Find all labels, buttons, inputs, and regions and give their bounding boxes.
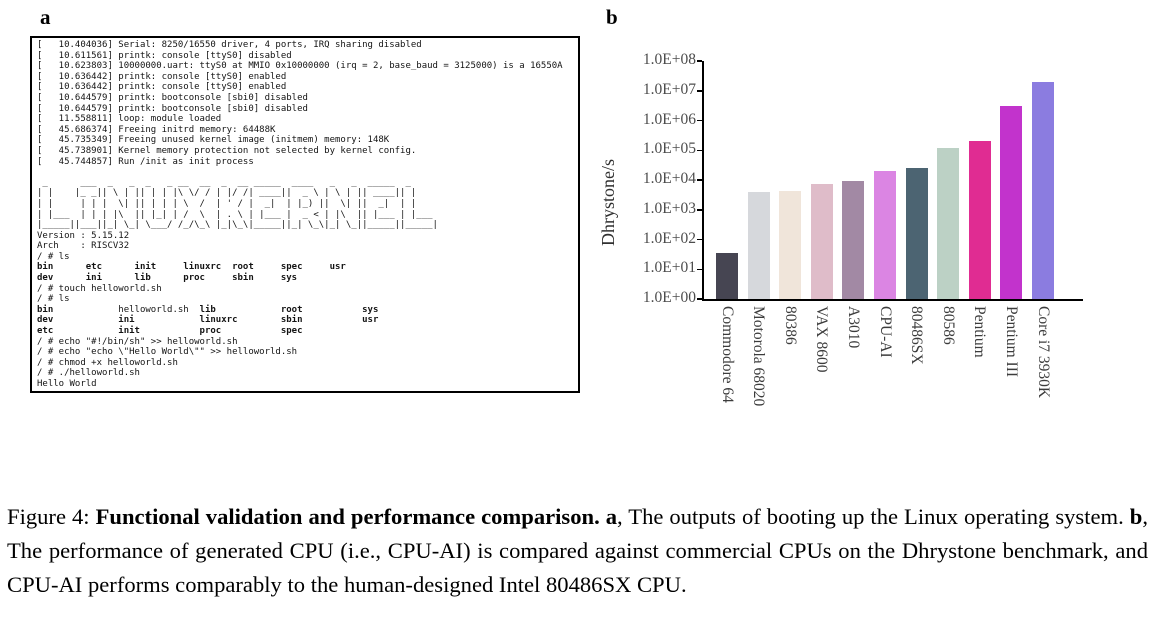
- y-tick-label: 1.0E+03: [642, 199, 696, 217]
- x-tick-label: 80386: [781, 306, 799, 345]
- terminal-line: / # touch helloworld.sh: [37, 283, 162, 294]
- terminal-line: [ 45.686374] Freeing initrd memory: 6448…: [37, 124, 276, 135]
- bar-80586: [937, 147, 960, 299]
- terminal-line: Arch : RISCV32: [37, 241, 130, 252]
- y-tick-label: 1.0E+07: [642, 80, 696, 98]
- terminal-line: [ 10.611561] printk: console [ttyS0] dis…: [37, 50, 292, 61]
- y-tick-label: 1.0E+00: [642, 289, 696, 306]
- caption-bold-text: b: [1129, 504, 1143, 529]
- panel-a-label: a: [40, 5, 51, 29]
- terminal-line: bin etc init linuxrc root spec usr: [37, 262, 346, 273]
- bar-commodore-64: [716, 253, 738, 299]
- terminal-line: [ 10.644579] printk: bootconsole [sbi0] …: [37, 103, 308, 114]
- y-tick-mark: [697, 90, 702, 92]
- chart-area: Dhrystone/s 1.0E+00 1.0E+01 1.0E+02 1.0E+03…: [596, 40, 1154, 470]
- caption-text: , The performance of generated CPU (i.e.…: [7, 504, 1148, 597]
- y-tick-mark: [697, 60, 702, 62]
- y-tick-label: 1.0E+04: [642, 170, 696, 187]
- terminal-line: [ 45.738901] Kernel memory protection no…: [37, 145, 417, 156]
- caption-text: , The outputs of booting up the Linux op…: [617, 504, 1130, 529]
- terminal-line: / # echo "#!/bin/sh" >> helloworld.sh: [37, 336, 238, 347]
- terminal-line: [ 10.404036] Serial: 8250/16550 driver, …: [37, 40, 422, 50]
- x-tick-label: 80486SX: [908, 306, 926, 365]
- bar-pentium-iii: [1000, 106, 1023, 299]
- bar-core-i7-3930k: [1032, 81, 1054, 299]
- bar-pentium: [968, 140, 991, 299]
- terminal-line: bin helloworld.sh lib root sys: [37, 304, 379, 315]
- y-tick-label: 1.0E+05: [642, 140, 696, 158]
- terminal-line: etc init proc spec: [37, 326, 303, 337]
- bar-80486sx: [905, 168, 928, 299]
- terminal-line: | | |_ _|| \ | || | | |\ \/ / | |/ /| __…: [37, 188, 438, 199]
- y-tick-mark: [697, 268, 702, 270]
- terminal-line: Hello World: [37, 379, 97, 389]
- caption-bold-text: Functional validation and performance co…: [95, 504, 600, 529]
- x-tick-label: Pentium III: [1002, 306, 1020, 378]
- x-tick-label: CPU-AI: [876, 306, 894, 358]
- y-axis-line: [702, 61, 704, 301]
- caption-bold-text: a: [605, 504, 618, 529]
- y-tick-mark: [697, 209, 702, 211]
- x-tick-label: Commodore 64: [718, 306, 736, 403]
- y-tick-label: 1.0E+06: [642, 110, 696, 128]
- terminal-line: _ ___ _ _ _ _ __ __ _ __ _____ ____ _ _ …: [37, 177, 438, 188]
- y-tick-mark: [697, 119, 702, 122]
- x-axis-line: [702, 299, 1083, 301]
- terminal-line: | |___ | | | |\ || |_| | / \ | . \ | |__…: [37, 209, 438, 220]
- panel-b-label: b: [606, 5, 618, 29]
- terminal-line: dev ini lib proc sbin sys: [37, 273, 298, 284]
- x-tick-label: 80586: [939, 306, 957, 345]
- x-tick-label: Pentium: [971, 306, 989, 358]
- x-tick-label: Core i7 3930K: [1034, 306, 1052, 399]
- terminal-line: [ 10.636442] printk: console [ttyS0] ena…: [37, 82, 287, 93]
- bar-motorola-68020: [747, 191, 770, 299]
- terminal-line: [ 10.623803] 10000000.uart: ttyS0 at MMI…: [37, 61, 563, 72]
- bar-a3010: [842, 180, 865, 299]
- figure-caption: Figure 4: Functional validation and perf…: [7, 500, 1148, 602]
- terminal-line: |_____||___||_| \_| \___/ /_/\_\ |_|\_\|…: [37, 220, 438, 231]
- y-tick-mark: [697, 149, 702, 151]
- terminal-line: / # ls: [37, 251, 70, 262]
- terminal-line: [37, 167, 578, 178]
- caption-text: Figure 4:: [7, 504, 96, 529]
- y-tick-label: 1.0E+01: [642, 259, 696, 277]
- y-tick-mark: [697, 298, 702, 300]
- terminal-line: / # ./helloworld.sh: [37, 368, 140, 379]
- terminal-line: [ 45.744857] Run /init as init process: [37, 156, 254, 167]
- terminal-line: dev ini linuxrc sbin usr: [37, 315, 379, 326]
- terminal-line: [ 10.636442] printk: console [ttyS0] ena…: [37, 71, 287, 82]
- terminal-line: [ 10.644579] printk: bootconsole [sbi0] …: [37, 92, 308, 103]
- x-tick-label: Motorola 68020: [750, 306, 768, 407]
- y-tick-mark: [697, 238, 702, 241]
- bar-vax-8600: [810, 183, 833, 299]
- terminal-line: Version : 5.15.12: [37, 230, 130, 241]
- y-tick-label: 1.0E+08: [642, 51, 696, 68]
- terminal-window: [ 10.404036] Serial: 8250/16550 driver, …: [30, 36, 580, 393]
- terminal-line: | | | | | \| || | | | \ / | ' / | _| | |…: [37, 198, 438, 209]
- x-tick-label: VAX 8600: [813, 306, 831, 373]
- bar-cpu-ai: [874, 171, 896, 299]
- terminal-line: / # ls: [37, 294, 70, 305]
- terminal-line: / # chmod +x helloworld.sh: [37, 357, 178, 368]
- x-tick-label: A3010: [844, 306, 862, 349]
- bar-80386: [779, 190, 802, 299]
- terminal-line: / # echo "echo \"Hello World\"" >> hello…: [37, 347, 298, 358]
- terminal-line: [ 11.558811] loop: module loaded: [37, 114, 222, 125]
- y-tick-mark: [697, 179, 702, 181]
- terminal-line: [ 45.735349] Freeing unused kernel image…: [37, 135, 390, 146]
- y-tick-label: 1.0E+02: [642, 229, 696, 247]
